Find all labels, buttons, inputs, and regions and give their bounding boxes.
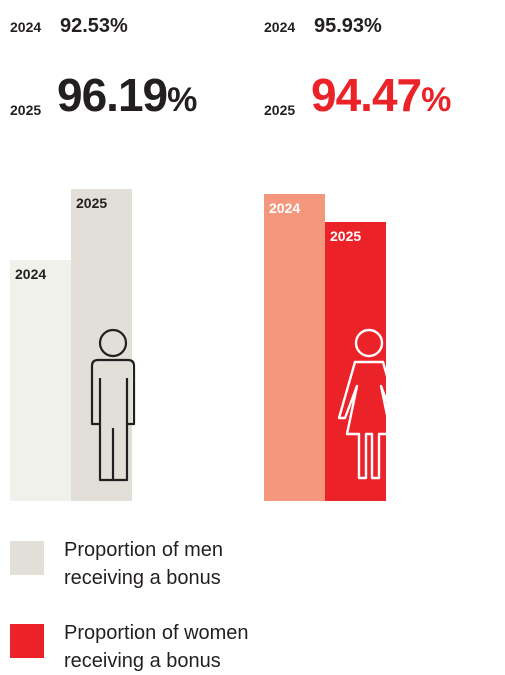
legend-women-line1: Proportion of women: [64, 622, 249, 644]
men-bar-2024: [10, 260, 71, 501]
men-2025-percent: %: [167, 81, 198, 119]
men-2024-year: 2024: [10, 19, 42, 35]
women-bar-label-2025: 2025: [330, 228, 362, 244]
women-bar-2024: [264, 194, 325, 501]
women-bar-label-2024: 2024: [269, 200, 301, 216]
women-2025-year: 2025: [264, 102, 296, 118]
legend-women-line2: receiving a bonus: [64, 650, 221, 672]
legend-men-line2: receiving a bonus: [64, 567, 221, 589]
legend-swatch-women: [10, 624, 44, 658]
woman-icon: [337, 328, 401, 480]
legend-label-women: Proportion of women receiving a bonus: [64, 619, 249, 675]
men-2025-value: 96.19%: [57, 68, 197, 122]
men-bar-label-2025: 2025: [76, 195, 108, 211]
men-bar-label-2024: 2024: [15, 266, 47, 282]
men-2025-number: 96.19: [57, 69, 168, 121]
women-2024-value: 95.93%: [314, 15, 382, 37]
legend-label-men: Proportion of men receiving a bonus: [64, 536, 223, 592]
women-2024-year: 2024: [264, 19, 296, 35]
men-2024-value: 92.53%: [60, 15, 128, 37]
women-2025-value: 94.47%: [311, 68, 451, 122]
women-2025-number: 94.47: [311, 69, 422, 121]
legend-swatch-men: [10, 541, 44, 575]
men-bar-2025: [71, 189, 132, 501]
man-icon: [90, 328, 136, 482]
legend-men-line1: Proportion of men: [64, 539, 223, 561]
women-2025-percent: %: [421, 81, 452, 119]
men-2025-year: 2025: [10, 102, 42, 118]
